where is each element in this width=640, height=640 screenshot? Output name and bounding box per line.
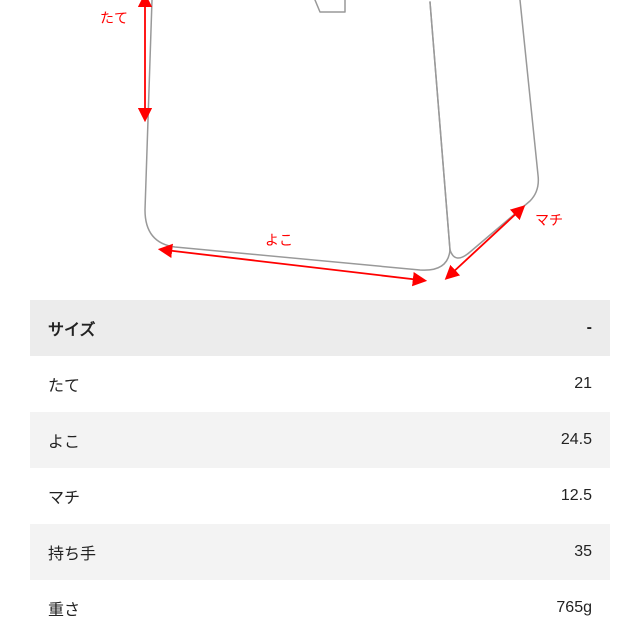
table-header-row: サイズ -: [30, 300, 610, 356]
dim-label-machi: マチ: [535, 210, 563, 230]
row-label: 持ち手: [30, 524, 343, 580]
row-label: たて: [30, 356, 343, 412]
table-row: 重さ765g: [30, 580, 610, 636]
table-row: マチ12.5: [30, 468, 610, 524]
table-row: 持ち手35: [30, 524, 610, 580]
col-label: サイズ: [30, 300, 343, 356]
bag-diagram: たてよこ マチ: [0, 0, 640, 300]
bag-svg: [0, 0, 640, 300]
row-label: 重さ: [30, 580, 343, 636]
row-value: 21: [343, 356, 610, 412]
dim-label-yoko: よこ: [265, 230, 293, 250]
row-value: 12.5: [343, 468, 610, 524]
row-value: 765g: [343, 580, 610, 636]
row-label: マチ: [30, 468, 343, 524]
size-table-container: サイズ - たて21よこ24.5マチ12.5持ち手35重さ765g: [0, 300, 640, 636]
table-row: たて21: [30, 356, 610, 412]
table-row: よこ24.5: [30, 412, 610, 468]
dim-label-tate: たて: [100, 8, 128, 28]
row-label: よこ: [30, 412, 343, 468]
row-value: 35: [343, 524, 610, 580]
col-value: -: [343, 300, 610, 356]
row-value: 24.5: [343, 412, 610, 468]
size-table: サイズ - たて21よこ24.5マチ12.5持ち手35重さ765g: [30, 300, 610, 636]
